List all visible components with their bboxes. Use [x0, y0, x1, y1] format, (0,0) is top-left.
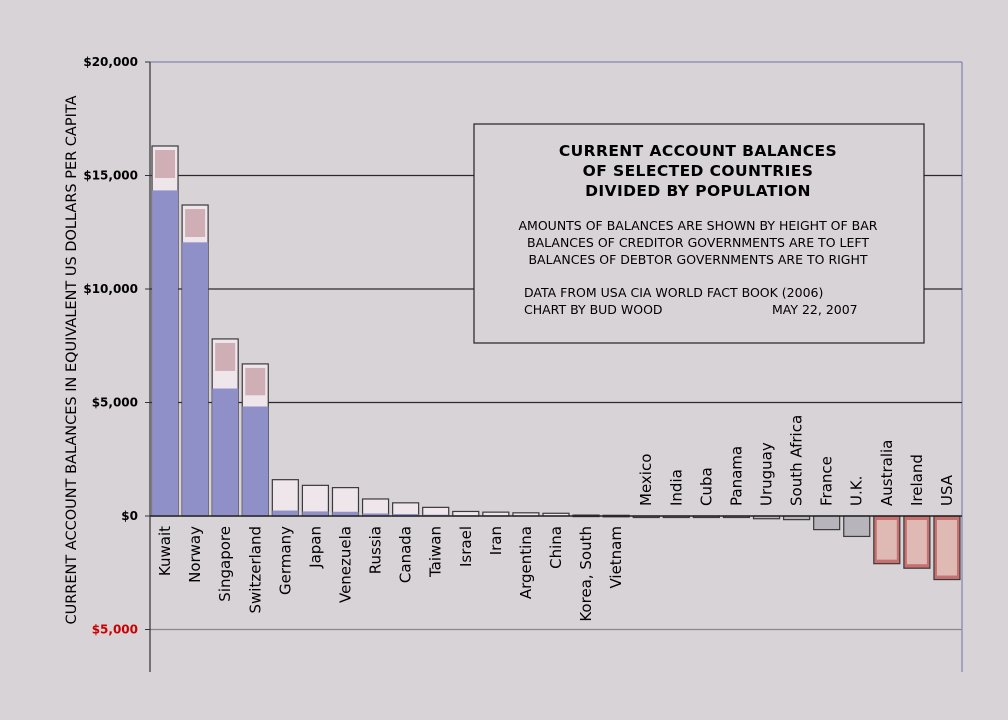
bar: [332, 511, 359, 516]
bar: [242, 406, 269, 516]
category-label: Israel: [457, 526, 475, 567]
y-tick-label: $20,000: [83, 55, 138, 69]
category-label: USA: [938, 474, 956, 506]
banknote-image: [155, 149, 176, 178]
bar: [182, 242, 209, 516]
category-labels: Kuwait Norway Singapore Switzerland Germany J…: [156, 415, 956, 622]
banknote-image: [215, 342, 236, 371]
bar-note-frame: [271, 479, 299, 517]
category-label: Kuwait: [156, 526, 174, 576]
category-label: Iran: [487, 526, 505, 555]
bar: [813, 515, 841, 531]
y-tick-label: $10,000: [83, 282, 138, 296]
category-label: Mexico: [637, 454, 655, 506]
bar: [152, 190, 179, 516]
category-label: France: [818, 456, 836, 506]
category-label: Japan: [306, 526, 324, 569]
bar: [302, 511, 329, 516]
category-label: China: [547, 526, 565, 569]
info-title-line-1: CURRENT ACCOUNT BALANCES: [559, 142, 837, 160]
category-label: Switzerland: [246, 526, 264, 614]
info-title-line-3: DIVIDED BY POPULATION: [585, 182, 811, 200]
info-date: MAY 22, 2007: [772, 302, 858, 317]
category-label: Norway: [186, 526, 204, 583]
y-axis-label: CURRENT ACCOUNT BALANCES IN EQUIVALENT U…: [64, 95, 80, 624]
y-tick-label: $5,000: [92, 623, 138, 637]
banknote-image: [245, 367, 266, 396]
category-label: Cuba: [697, 467, 715, 506]
bar: [362, 513, 389, 516]
axes: [145, 61, 962, 672]
category-label: Singapore: [216, 526, 234, 602]
category-label: Vietnam: [607, 526, 625, 589]
category-label: Russia: [367, 526, 385, 574]
category-label: Venezuela: [336, 526, 354, 603]
bar: [843, 515, 871, 538]
category-label: Germany: [276, 526, 294, 595]
y-tick-label: $0: [121, 509, 138, 523]
info-body-line-1: AMOUNTS OF BALANCES ARE SHOWN BY HEIGHT …: [519, 218, 878, 233]
category-label: Uruguay: [758, 442, 776, 506]
info-box: CURRENT ACCOUNT BALANCES OF SELECTED COU…: [473, 123, 925, 344]
category-label: Australia: [878, 440, 896, 506]
y-tick-label: $5,000: [92, 396, 138, 410]
info-title-line-2: OF SELECTED COUNTRIES: [583, 162, 814, 180]
bar: [272, 510, 299, 516]
info-body-line-2: BALANCES OF CREDITOR GOVERNMENTS ARE TO …: [527, 235, 869, 250]
category-label: Korea, South: [577, 526, 595, 622]
banknote-image: [185, 209, 206, 238]
category-label: South Africa: [788, 415, 806, 506]
category-label: Taiwan: [427, 526, 445, 578]
bar: [392, 514, 419, 516]
bar-note-frame: [301, 484, 330, 517]
info-box-frame: [473, 123, 925, 344]
category-label: Ireland: [908, 454, 926, 506]
category-label: India: [667, 469, 685, 506]
category-label: Argentina: [517, 526, 535, 599]
category-label: U.K.: [848, 476, 866, 506]
info-body-line-3: BALANCES OF DEBTOR GOVERNMENTS ARE TO RI…: [528, 252, 867, 267]
bar: [212, 388, 239, 516]
info-source: DATA FROM USA CIA WORLD FACT BOOK (2006): [524, 285, 823, 300]
category-label: Panama: [727, 446, 745, 506]
bars: [151, 145, 961, 581]
info-credit: CHART BY BUD WOOD: [524, 302, 663, 317]
banknote-image: [936, 520, 957, 576]
category-label: Canada: [397, 526, 415, 583]
banknote-image: [906, 520, 927, 565]
y-tick-label: $15,000: [83, 169, 138, 183]
banknote-image: [876, 520, 897, 560]
y-tick-labels: $20,000 $15,000 $10,000 $5,000 $0 $5,000: [83, 55, 138, 637]
